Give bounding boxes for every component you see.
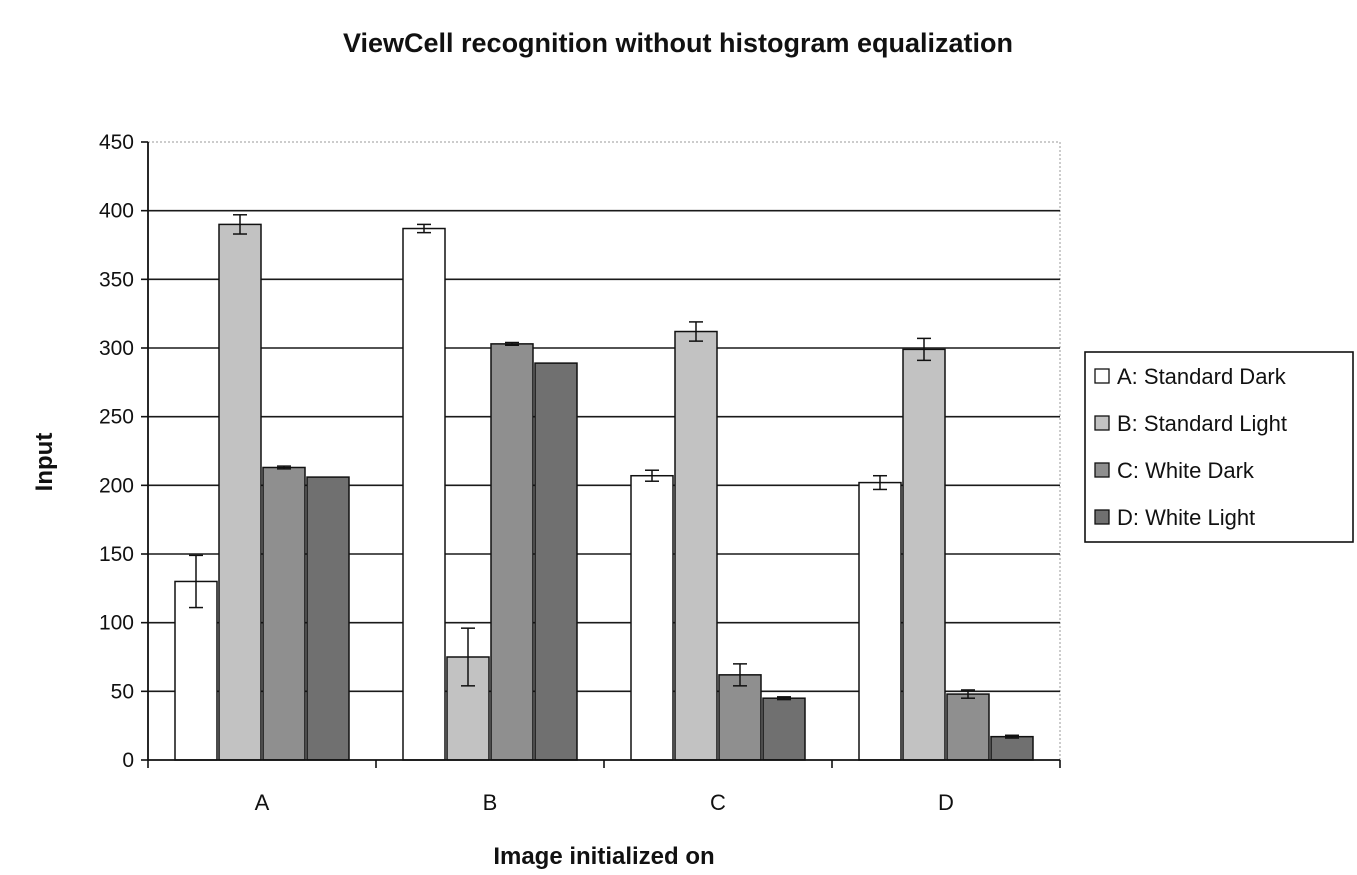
y-tick-label-50: 50 bbox=[111, 680, 134, 703]
y-axis-title: Input bbox=[31, 433, 58, 492]
bar-C-3 bbox=[718, 674, 762, 761]
bars bbox=[174, 214, 1034, 761]
legend-swatch-2 bbox=[1094, 415, 1110, 431]
y-tick-label-400: 400 bbox=[99, 200, 134, 223]
x-tick-label-B: B bbox=[483, 790, 498, 815]
y-tick-label-250: 250 bbox=[99, 406, 134, 429]
bar-A-2 bbox=[218, 223, 262, 761]
legend: A: Standard Dark B: Standard Light C: Whit… bbox=[1084, 351, 1354, 543]
y-tick-label-0: 0 bbox=[122, 749, 134, 772]
x-tick-label-A: A bbox=[255, 790, 270, 815]
legend-label-4: D: White Light bbox=[1117, 505, 1255, 530]
y-tick-label-350: 350 bbox=[99, 268, 134, 291]
axes: 0 50 100 150 200 250 300 350 400 450 A B C D bbox=[99, 131, 1061, 815]
bar-C-1 bbox=[630, 474, 674, 761]
chart-title: ViewCell recognition without histogram e… bbox=[343, 28, 1013, 58]
bar-C-2 bbox=[674, 330, 718, 761]
bar-A-4 bbox=[306, 476, 350, 761]
legend-box bbox=[1084, 351, 1354, 543]
legend-label-2: B: Standard Light bbox=[1117, 411, 1287, 436]
bar-A-3 bbox=[262, 466, 306, 761]
bar-D-1 bbox=[858, 481, 902, 761]
bar-B-1 bbox=[402, 227, 446, 761]
bar-C-4 bbox=[762, 697, 806, 761]
y-tick-label-450: 450 bbox=[99, 131, 134, 154]
bar-B-4 bbox=[534, 362, 578, 761]
x-axis-title: Image initialized on bbox=[493, 843, 714, 870]
y-tick-label-200: 200 bbox=[99, 474, 134, 497]
bar-B-3 bbox=[490, 343, 534, 761]
legend-swatch-4 bbox=[1094, 509, 1110, 525]
legend-label-1: A: Standard Dark bbox=[1117, 364, 1287, 389]
legend-swatch-1 bbox=[1094, 368, 1110, 384]
bar-D-3 bbox=[946, 693, 990, 761]
x-tick-label-D: D bbox=[938, 790, 954, 815]
y-tick-label-150: 150 bbox=[99, 543, 134, 566]
bar-D-4 bbox=[990, 735, 1034, 761]
y-tick-label-100: 100 bbox=[99, 612, 134, 635]
bar-D-2 bbox=[902, 348, 946, 761]
x-tick-label-C: C bbox=[710, 790, 726, 815]
y-tick-label-300: 300 bbox=[99, 337, 134, 360]
legend-label-3: C: White Dark bbox=[1117, 458, 1255, 483]
legend-swatch-3 bbox=[1094, 462, 1110, 478]
